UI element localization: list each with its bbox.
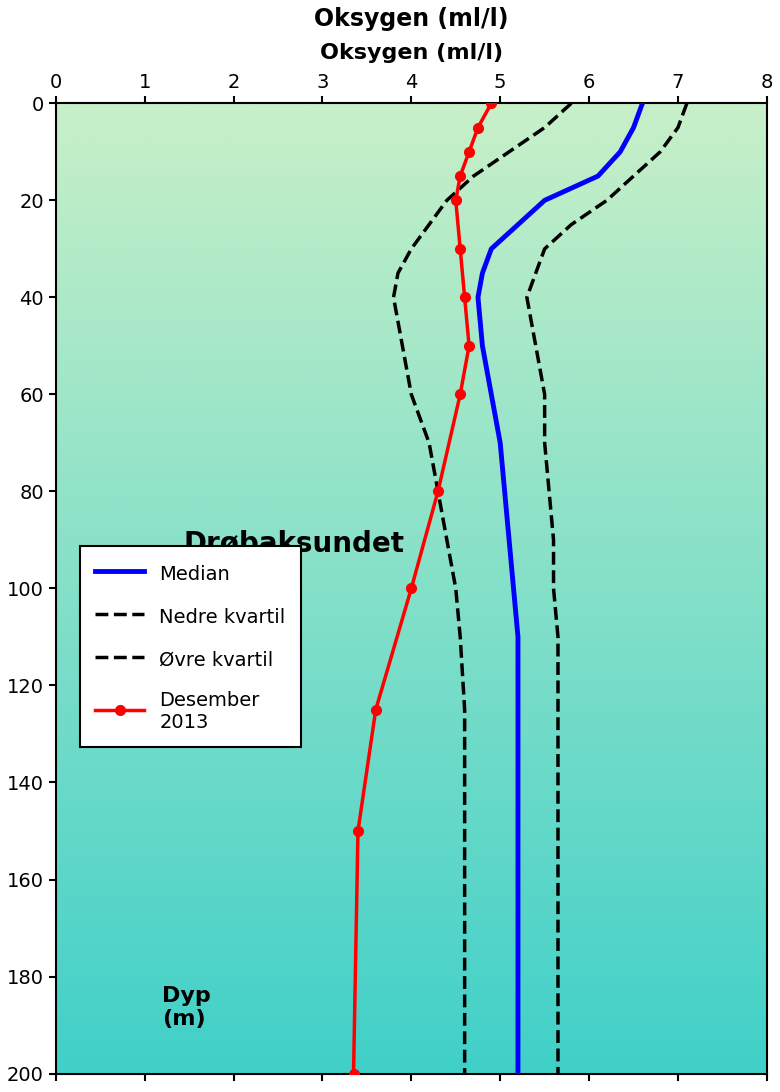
Nedre kvartil — [442, 193, 452, 206]
Median — [477, 266, 487, 280]
Text: Dyp
(m): Dyp (m) — [162, 986, 211, 1030]
Nedre kvartil — [424, 437, 434, 450]
Line: Desember
2013: Desember 2013 — [349, 98, 496, 1079]
Desember
2013 — [460, 290, 470, 304]
X-axis label: Oksygen (ml/l): Oksygen (ml/l) — [320, 43, 503, 62]
Desember
2013 — [349, 1067, 358, 1080]
Nedre kvartil — [442, 533, 452, 546]
Nedre kvartil — [460, 824, 470, 838]
Desember
2013 — [464, 145, 473, 158]
Øvre kvartil — [553, 630, 562, 643]
Nedre kvartil — [424, 218, 434, 232]
Nedre kvartil — [398, 340, 407, 353]
Title: Oksygen (ml/l): Oksygen (ml/l) — [314, 7, 509, 31]
Nedre kvartil — [566, 97, 576, 110]
Median — [505, 533, 514, 546]
Median — [615, 145, 625, 158]
Øvre kvartil — [549, 582, 558, 595]
Median — [495, 437, 505, 450]
Øvre kvartil — [602, 193, 612, 206]
Øvre kvartil — [673, 121, 682, 134]
Line: Nedre kvartil: Nedre kvartil — [394, 104, 571, 1073]
Øvre kvartil — [553, 946, 562, 959]
Median — [513, 1067, 523, 1080]
Text: Drøbaksundet
(lm 2): Drøbaksundet (lm 2) — [184, 530, 405, 590]
Nedre kvartil — [406, 388, 416, 401]
Øvre kvartil — [531, 266, 541, 280]
Øvre kvartil — [549, 533, 558, 546]
Desember
2013 — [487, 97, 496, 110]
Nedre kvartil — [540, 121, 549, 134]
Desember
2013 — [406, 582, 416, 595]
Øvre kvartil — [655, 145, 665, 158]
Median — [513, 946, 523, 959]
Desember
2013 — [473, 121, 483, 134]
Median — [540, 193, 549, 206]
Øvre kvartil — [553, 824, 562, 838]
Median — [500, 485, 509, 498]
Median — [513, 218, 523, 232]
Øvre kvartil — [522, 290, 531, 304]
Desember
2013 — [371, 703, 381, 716]
Median — [473, 290, 483, 304]
Nedre kvartil — [434, 485, 443, 498]
Desember
2013 — [464, 340, 473, 353]
Nedre kvartil — [406, 242, 416, 256]
Median — [513, 703, 523, 716]
Median — [487, 388, 496, 401]
Øvre kvartil — [566, 218, 576, 232]
Nedre kvartil — [460, 1067, 470, 1080]
Øvre kvartil — [553, 703, 562, 716]
Øvre kvartil — [540, 242, 549, 256]
Median — [513, 630, 523, 643]
Øvre kvartil — [544, 485, 554, 498]
Øvre kvartil — [629, 169, 638, 182]
Nedre kvartil — [451, 582, 460, 595]
Øvre kvartil — [540, 388, 549, 401]
Desember
2013 — [353, 824, 363, 838]
Nedre kvartil — [389, 290, 399, 304]
Median — [477, 340, 487, 353]
Nedre kvartil — [460, 703, 470, 716]
Median — [629, 121, 638, 134]
Desember
2013 — [456, 388, 465, 401]
Median — [638, 97, 647, 110]
Øvre kvartil — [553, 1067, 562, 1080]
Line: Median: Median — [478, 104, 643, 1073]
Øvre kvartil — [531, 340, 541, 353]
Øvre kvartil — [682, 97, 692, 110]
Line: Øvre kvartil: Øvre kvartil — [526, 104, 687, 1073]
Legend: Median, Nedre kvartil, Øvre kvartil, Desember
2013: Median, Nedre kvartil, Øvre kvartil, Des… — [80, 546, 301, 747]
Nedre kvartil — [505, 145, 514, 158]
Øvre kvartil — [540, 437, 549, 450]
Nedre kvartil — [456, 630, 465, 643]
Median — [513, 824, 523, 838]
Median — [487, 242, 496, 256]
Desember
2013 — [434, 485, 443, 498]
Nedre kvartil — [469, 169, 478, 182]
Desember
2013 — [456, 242, 465, 256]
Desember
2013 — [456, 169, 465, 182]
Nedre kvartil — [460, 946, 470, 959]
Median — [594, 169, 603, 182]
Desember
2013 — [451, 193, 460, 206]
Median — [509, 582, 518, 595]
Nedre kvartil — [393, 266, 402, 280]
